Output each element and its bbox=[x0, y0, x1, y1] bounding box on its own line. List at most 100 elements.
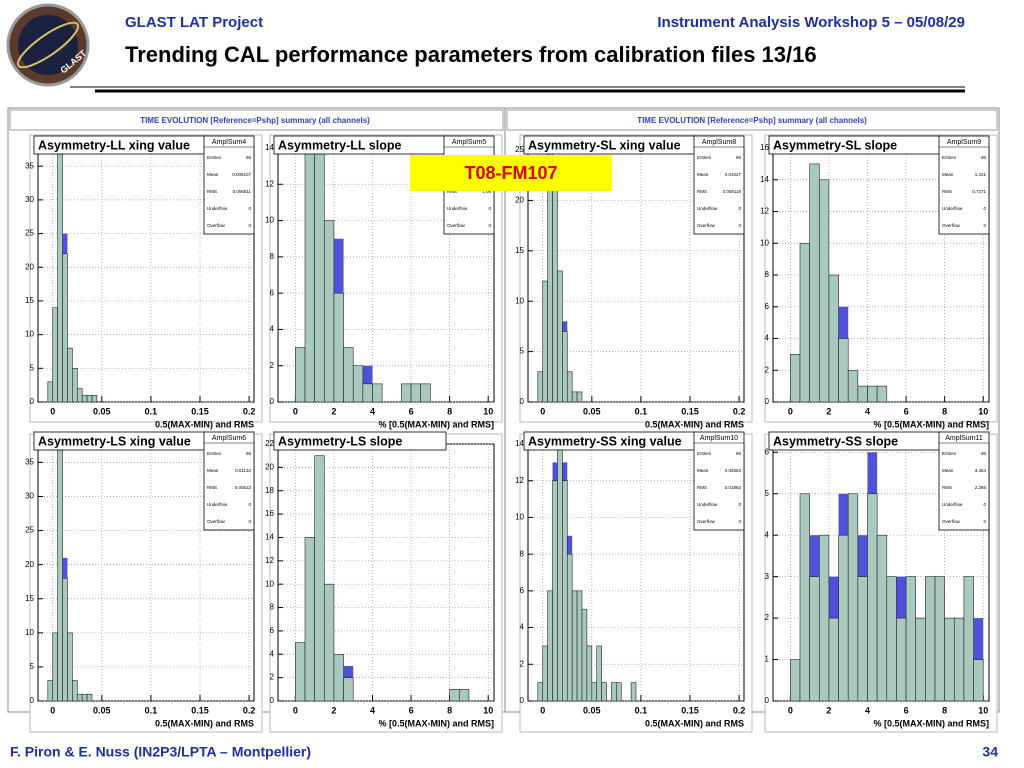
bar bbox=[81, 394, 88, 402]
y-tick-label: 12 bbox=[515, 476, 524, 485]
bar bbox=[867, 385, 878, 402]
x-tick-label: 4 bbox=[370, 406, 375, 416]
stats-value: 96 bbox=[981, 451, 987, 456]
y-tick-label: 10 bbox=[515, 513, 524, 522]
bar bbox=[449, 689, 460, 701]
stats-value: 0 bbox=[983, 519, 986, 524]
bar bbox=[576, 391, 583, 402]
y-tick-label: 10 bbox=[25, 628, 34, 637]
bar bbox=[72, 680, 78, 701]
x-tick-label: 0 bbox=[788, 406, 793, 416]
x-axis-title: % [0.5(MAX-MIN) and RMS] bbox=[874, 419, 990, 429]
y-tick-label: 2 bbox=[765, 613, 770, 622]
x-tick-label: 0.15 bbox=[191, 705, 209, 715]
bar bbox=[944, 617, 955, 701]
stats-label: Mean bbox=[207, 172, 219, 177]
x-tick-label: 0 bbox=[788, 705, 793, 715]
x-axis-title: 0.5(MAX-MIN) and RMS bbox=[645, 718, 744, 728]
bar bbox=[838, 338, 849, 402]
stats-value: 0.00622 bbox=[235, 485, 252, 490]
stats-name: AmplSum8 bbox=[702, 139, 736, 146]
y-tick-label: 25 bbox=[25, 229, 34, 238]
bar bbox=[591, 682, 598, 701]
page-number: 34 bbox=[982, 744, 998, 760]
panel-title: Asymmetry-SS xing value bbox=[528, 434, 682, 448]
y-tick-label: 20 bbox=[25, 560, 34, 569]
stats-value: 0.01862 bbox=[725, 485, 742, 490]
x-axis-title: % [0.5(MAX-MIN) and RMS] bbox=[874, 718, 990, 728]
histogram-panel: 0 2 4 6 8 10 12 14 16 0 2 4 6 8 10 Asymmetry-SL slope % … bbox=[760, 134, 998, 429]
stats-label: Entries bbox=[942, 155, 957, 160]
bar bbox=[52, 307, 58, 402]
y-tick-label: 20 bbox=[265, 462, 274, 471]
stats-label: Mean bbox=[697, 468, 709, 473]
bars bbox=[295, 148, 431, 402]
stats-value: 0.008118 bbox=[723, 189, 742, 194]
bar bbox=[611, 682, 617, 701]
x-tick-label: 0.2 bbox=[733, 705, 746, 715]
y-tick-label: 8 bbox=[270, 252, 275, 261]
x-tick-label: 0 bbox=[50, 705, 55, 715]
footer-authors: F. Piron & E. Nuss (IN2P3/LPTA – Montpel… bbox=[10, 744, 311, 760]
x-tick-label: 10 bbox=[978, 406, 988, 416]
y-tick-label: 20 bbox=[25, 262, 34, 271]
bar bbox=[973, 659, 984, 701]
stats-name: AmplSum6 bbox=[212, 435, 246, 442]
x-tick-label: 0.15 bbox=[681, 705, 699, 715]
y-tick-label: 2 bbox=[520, 659, 525, 668]
bar bbox=[552, 480, 558, 701]
stats-value: 0 bbox=[738, 206, 741, 211]
y-tick-label: 8 bbox=[765, 270, 770, 279]
stats-label: Entries bbox=[942, 451, 957, 456]
stats-box bbox=[693, 431, 745, 531]
y-tick-label: 5 bbox=[765, 489, 770, 498]
stats-label: Underflow bbox=[207, 206, 228, 211]
bar bbox=[586, 645, 593, 701]
stats-label: Underflow bbox=[697, 502, 718, 507]
bar bbox=[809, 163, 820, 402]
y-tick-label: 35 bbox=[25, 161, 34, 170]
stats-label: Entries bbox=[207, 155, 222, 160]
x-tick-label: 0.05 bbox=[583, 705, 601, 715]
x-axis-title: 0.5(MAX-MIN) and RMS bbox=[155, 718, 254, 728]
stats-value: 2.286 bbox=[975, 485, 987, 490]
x-tick-label: 0.15 bbox=[191, 406, 209, 416]
bar bbox=[57, 448, 63, 701]
bar bbox=[81, 693, 88, 701]
x-tick-label: 2 bbox=[331, 406, 336, 416]
y-tick-label: 6 bbox=[270, 626, 275, 635]
bar bbox=[91, 394, 98, 402]
y-tick-label: 20 bbox=[515, 196, 524, 205]
stats-value: 0 bbox=[488, 206, 491, 211]
x-tick-label: 0.05 bbox=[93, 705, 111, 715]
bar bbox=[352, 365, 364, 402]
x-tick-label: 0.15 bbox=[681, 406, 699, 416]
stats-label: Entries bbox=[207, 451, 222, 456]
bar bbox=[410, 383, 422, 402]
bar bbox=[295, 642, 306, 701]
y-tick-label: 2 bbox=[270, 361, 275, 370]
y-tick-label: 4 bbox=[520, 623, 525, 632]
x-tick-label: 6 bbox=[409, 705, 414, 715]
stats-value: 0 bbox=[738, 502, 741, 507]
bar bbox=[323, 583, 335, 701]
bar bbox=[566, 371, 573, 402]
x-tick-label: 8 bbox=[942, 705, 947, 715]
bar bbox=[86, 693, 93, 701]
y-tick-label: 2 bbox=[270, 673, 275, 682]
label: T08-FM107 bbox=[464, 163, 557, 183]
y-tick-label: 12 bbox=[265, 556, 274, 565]
y-tick-label: 18 bbox=[265, 486, 274, 495]
stats-name: AmplSum10 bbox=[700, 435, 738, 442]
histogram-panel: 0 5 10 15 20 25 30 35 0 0.05 0.1 0.15 0.2 Asymmetry-L… bbox=[25, 134, 263, 429]
x-tick-label: 0.05 bbox=[583, 406, 601, 416]
stats-label: Overflow bbox=[942, 223, 961, 228]
bar bbox=[547, 590, 553, 701]
stats-value: 0 bbox=[248, 519, 251, 524]
bar bbox=[847, 369, 859, 402]
y-tick-label: 10 bbox=[760, 238, 769, 247]
panel-title: Asymmetry-LL xing value bbox=[38, 138, 190, 152]
y-tick-label: 4 bbox=[765, 530, 770, 539]
